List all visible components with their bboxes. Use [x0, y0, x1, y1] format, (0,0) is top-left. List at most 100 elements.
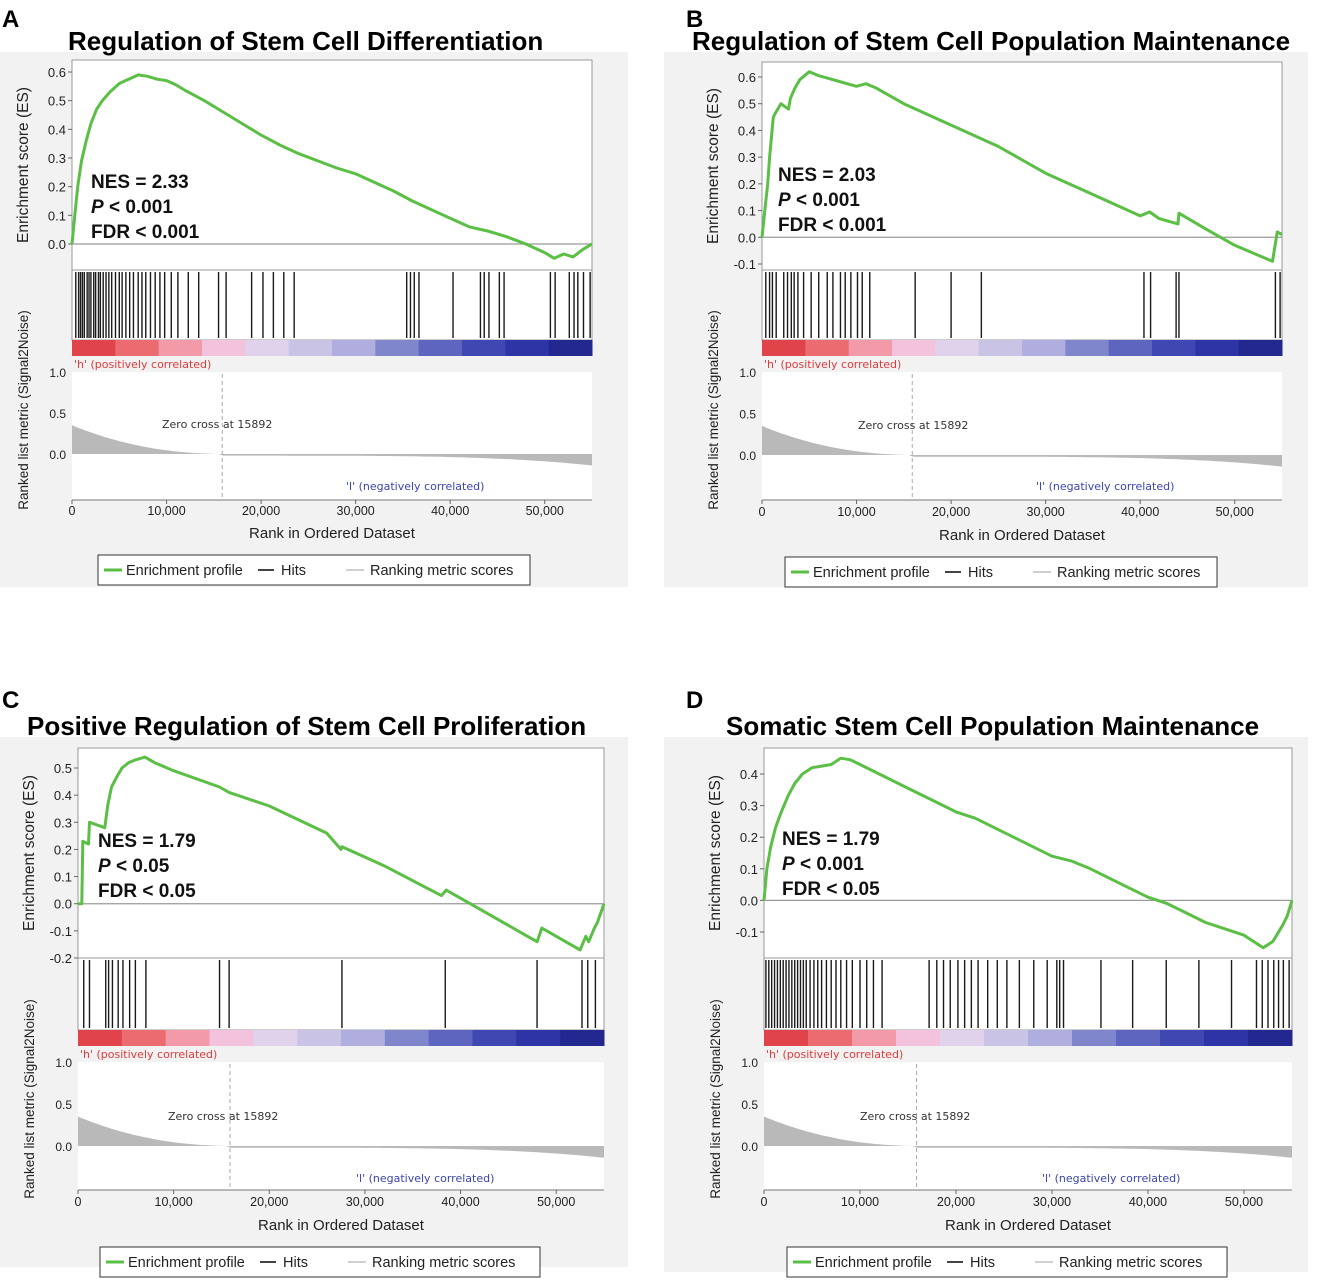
positive-correlated-label: 'h' (positively correlated): [766, 1048, 903, 1061]
heatmap-segment: [505, 340, 550, 356]
p-text: < 0.001: [794, 854, 864, 875]
x-tick-label: 0: [69, 504, 76, 518]
panel-title: Regulation of Stem Cell Population Maint…: [692, 26, 1291, 56]
metric-area: [762, 372, 1282, 500]
legend-hits-label: Hits: [281, 563, 306, 579]
y-tick-label: 0.1: [738, 204, 756, 219]
y-axis-label-metric: Ranked list metric (Signal2Noise): [16, 310, 31, 510]
metric-tick-label: 1.0: [739, 366, 756, 380]
x-tick-label: 40,000: [1121, 505, 1159, 519]
heatmap-segment: [1152, 340, 1196, 356]
negative-correlated-label: 'l' (negatively correlated): [356, 1172, 494, 1185]
heatmap-segment: [892, 340, 936, 356]
negative-correlated-label: 'l' (negatively correlated): [1042, 1172, 1180, 1185]
metric-tick-label: 1.0: [741, 1056, 758, 1070]
metric-tick-label: 0.5: [741, 1098, 758, 1112]
legend-box: [784, 556, 1218, 588]
y-tick-label: 0.4: [54, 788, 72, 803]
y-tick-label: 0.3: [740, 799, 758, 814]
metric-area: [764, 1062, 1292, 1190]
heatmap-segment: [1248, 1030, 1293, 1046]
y-tick-label: 0.2: [738, 177, 756, 192]
heatmap-segment: [978, 340, 1023, 356]
hits-area: [71, 269, 593, 341]
hits-area: [77, 957, 605, 1031]
y-tick-label: 0.0: [54, 897, 72, 912]
y-tick-label: 0.4: [740, 767, 758, 782]
metric-tick-label: 0.5: [49, 407, 66, 421]
p-symbol: P: [778, 190, 791, 211]
heatmap-segment: [940, 1030, 985, 1046]
fdr-value: FDR < 0.05: [782, 879, 880, 900]
x-tick-label: 50,000: [537, 1195, 575, 1209]
hits-area: [763, 957, 1293, 1031]
heatmap-segment: [462, 340, 506, 356]
y-tick-label: 0.4: [738, 123, 756, 138]
heatmap-segment: [158, 340, 203, 356]
metric-tick-label: 0.0: [741, 1140, 758, 1154]
x-tick-label: 50,000: [1225, 1195, 1263, 1209]
heatmap-segment: [332, 340, 376, 356]
panel-a: 0.0 0.1 0.2 0.3 0.4 0.5 0.6 'h' (positively cor…: [0, 0, 664, 641]
y-tick-label: 0.5: [48, 94, 66, 109]
heatmap-segment: [935, 340, 980, 356]
p-text: < 0.001: [790, 190, 860, 211]
metric-tick-label: 0.5: [739, 408, 756, 422]
x-tick-label: 50,000: [1216, 505, 1254, 519]
nes-value: NES = 1.79: [782, 829, 880, 850]
heatmap-segment: [384, 1030, 430, 1046]
y-axis-label-es: Enrichment score (ES): [705, 88, 722, 244]
heatmap-segment: [1238, 340, 1283, 356]
y-tick-label: 0.3: [738, 150, 756, 165]
x-tick-label: 30,000: [1033, 1195, 1071, 1209]
y-tick-label: 0.3: [54, 815, 72, 830]
panel-letter: D: [686, 687, 704, 714]
x-tick-label: 30,000: [346, 1195, 384, 1209]
y-axis-label-es: Enrichment score (ES): [707, 775, 724, 931]
x-tick-label: 10,000: [841, 1195, 879, 1209]
metric-tick-label: 0.0: [739, 449, 756, 463]
heatmap-segment: [341, 1030, 386, 1046]
panel-title: Regulation of Stem Cell Differentiation: [68, 26, 544, 56]
legend-box: [97, 554, 531, 586]
heatmap-segment: [202, 340, 246, 356]
legend-metric-label: Ranking metric scores: [372, 1255, 515, 1271]
enrichment-profile-line: [762, 756, 1294, 950]
heatmap-segment: [297, 1030, 342, 1046]
gsea-plot: 0.0 0.1 0.2 0.3 0.4 0.5 0.6 'h' (positively cor…: [0, 52, 628, 587]
x-tick-label: 50,000: [526, 504, 564, 518]
negative-correlated-label: 'l' (negatively correlated): [346, 480, 484, 493]
y-axis-label-metric: Ranked list metric (Signal2Noise): [708, 999, 723, 1199]
legend-profile-label: Enrichment profile: [815, 1255, 932, 1271]
x-tick-label: 10,000: [155, 1195, 193, 1209]
legend-metric-label: Ranking metric scores: [1059, 1255, 1202, 1271]
x-axis-label: Rank in Ordered Dataset: [939, 527, 1106, 544]
gsea-plot: -0.1 0.0 0.1 0.2 0.3 0.4 'h' (positively corre…: [664, 737, 1308, 1278]
p-value: P < 0.001: [782, 852, 880, 877]
es-plot-area: [761, 61, 1283, 271]
y-tick-label: -0.1: [734, 257, 756, 272]
legend-metric-label: Ranking metric scores: [370, 563, 513, 579]
x-tick-label: 30,000: [1027, 505, 1065, 519]
heatmap-segment: [1108, 340, 1153, 356]
ranking-metric-area: [72, 425, 592, 466]
legend-hits-label: Hits: [968, 565, 993, 581]
positive-correlated-label: 'h' (positively correlated): [74, 358, 211, 371]
y-tick-label: 0.6: [48, 65, 66, 80]
fdr-value: FDR < 0.001: [778, 215, 887, 236]
metric-area: [78, 1062, 604, 1190]
heatmap-segment: [1204, 1030, 1249, 1046]
es-plot-area: [77, 747, 605, 959]
legend-box: [99, 1246, 541, 1278]
stats-box: NES = 2.33 P < 0.001 FDR < 0.001: [91, 170, 199, 245]
heatmap-segment: [472, 1030, 517, 1046]
legend-profile-label: Enrichment profile: [126, 563, 243, 579]
ranking-metric-area: [764, 1116, 1292, 1158]
heatmap-segment: [418, 340, 463, 356]
stats-box: NES = 1.79 P < 0.05 FDR < 0.05: [98, 829, 196, 904]
x-axis-label: Rank in Ordered Dataset: [945, 1217, 1112, 1234]
ranking-metric-area: [762, 425, 1282, 467]
zero-cross-label: Zero cross at 15892: [858, 419, 968, 432]
metric-tick-label: 1.0: [55, 1056, 72, 1070]
heatmap-segment: [516, 1030, 561, 1046]
